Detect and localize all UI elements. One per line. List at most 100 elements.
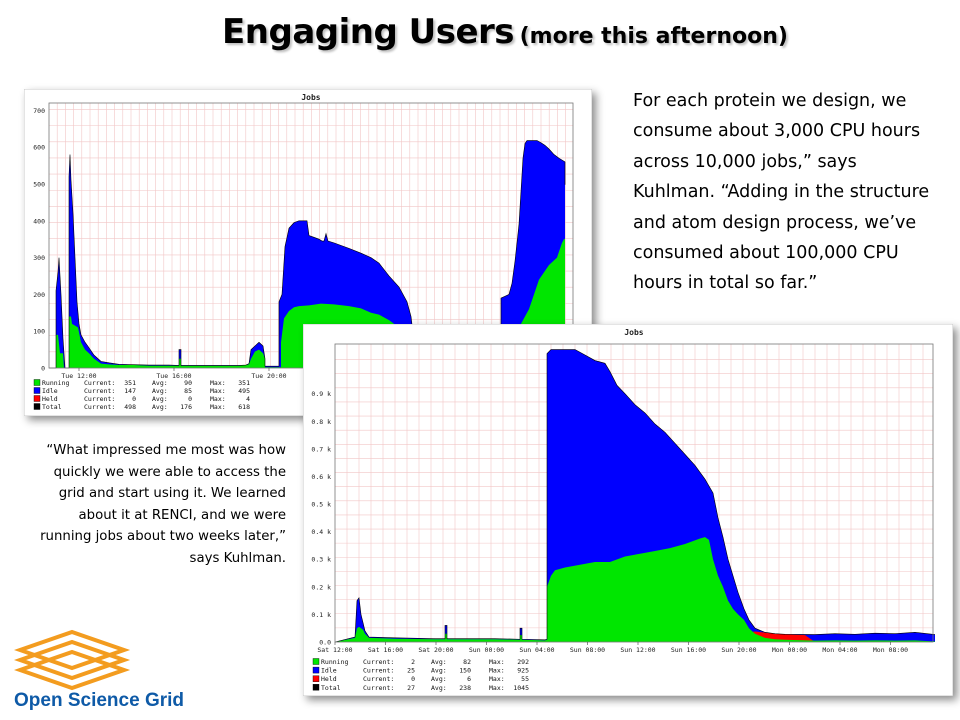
legend-value: 0 xyxy=(132,395,136,403)
osg-logo-text: Open Science Grid xyxy=(14,690,184,711)
slide-title-suffix: (more this afternoon) xyxy=(519,24,788,49)
legend-label: Current: xyxy=(363,684,394,692)
legend-swatch xyxy=(33,403,41,410)
x-tick-label: Sun 12:00 xyxy=(620,646,655,654)
x-tick-label: Mon 04:00 xyxy=(822,646,857,654)
legend-label: Max: xyxy=(210,387,226,395)
legend-label: Current: xyxy=(84,379,115,387)
legend-label: Current: xyxy=(84,403,115,411)
y-tick-label: 300 xyxy=(33,254,45,262)
legend-label: Avg: xyxy=(431,667,447,675)
legend-label: Current: xyxy=(84,395,115,403)
legend-value: 176 xyxy=(180,403,192,411)
legend-value: 2 xyxy=(411,658,415,666)
legend-value: 498 xyxy=(124,403,136,411)
legend-label: Avg: xyxy=(152,403,168,411)
legend-value: 82 xyxy=(463,658,471,666)
y-tick-label: 0.8 k xyxy=(311,418,331,426)
legend-value: 292 xyxy=(517,658,529,666)
y-tick-label: 200 xyxy=(33,291,45,299)
legend-value: 925 xyxy=(517,667,529,675)
x-tick-label: Sun 16:00 xyxy=(671,646,706,654)
y-tick-label: 0.4 k xyxy=(311,528,331,536)
x-tick-label: Mon 08:00 xyxy=(873,646,908,654)
legend-label: Max: xyxy=(489,684,505,692)
x-tick-label: Sat 16:00 xyxy=(368,646,403,654)
osg-logo-mark-icon: Open Science Grid xyxy=(14,629,184,711)
legend-value: 147 xyxy=(124,387,136,395)
legend-swatch xyxy=(312,666,320,674)
legend-value: 238 xyxy=(459,684,471,692)
y-tick-label: 700 xyxy=(33,107,45,115)
legend-label: Max: xyxy=(210,379,226,387)
y-tick-label: 100 xyxy=(33,328,45,336)
x-tick-label: Tue 12:00 xyxy=(61,372,96,380)
legend-name: Held xyxy=(42,395,58,403)
series-running-area xyxy=(335,537,935,642)
series-idle-area xyxy=(49,140,565,368)
legend-swatch xyxy=(312,658,320,665)
legend-swatch xyxy=(33,395,41,402)
y-tick-label: 0.9 k xyxy=(311,390,331,398)
legend-value: 351 xyxy=(124,379,136,387)
x-tick-label: Sun 20:00 xyxy=(721,646,756,654)
legend-value: 0 xyxy=(411,675,415,683)
legend-name: Running xyxy=(42,379,69,387)
y-tick-label: 0.6 k xyxy=(311,473,331,481)
legend-value: 351 xyxy=(238,379,250,387)
legend-swatch xyxy=(312,684,320,691)
legend-label: Avg: xyxy=(152,379,168,387)
plot-frame xyxy=(334,343,934,643)
x-tick-label: Sat 20:00 xyxy=(418,646,453,654)
x-tick-label: Mon 00:00 xyxy=(772,646,807,654)
x-tick-label: Tue 16:00 xyxy=(156,372,191,380)
legend-label: Max: xyxy=(489,675,505,683)
legend-name: Running xyxy=(321,658,348,666)
legend-swatch xyxy=(33,379,41,386)
legend-label: Avg: xyxy=(431,658,447,666)
legend-label: Avg: xyxy=(152,387,168,395)
y-tick-label: 0.0 xyxy=(319,639,331,647)
x-tick-label: Sun 00:00 xyxy=(469,646,504,654)
y-tick-label: 0 xyxy=(41,365,45,373)
legend-label: Max: xyxy=(489,658,505,666)
legend-name: Held xyxy=(321,675,337,683)
legend-value: 0 xyxy=(188,395,192,403)
legend-label: Current: xyxy=(363,658,394,666)
legend-label: Max: xyxy=(210,395,226,403)
legend-label: Avg: xyxy=(431,675,447,683)
osg-logo: Open Science Grid xyxy=(14,624,194,714)
legend-label: Avg: xyxy=(431,684,447,692)
slide-title-main: Engaging Users xyxy=(222,12,515,52)
quote-right: For each protein we design, we consume a… xyxy=(633,91,930,294)
legend-name: Idle xyxy=(321,667,337,675)
y-tick-label: 0.5 k xyxy=(311,501,331,509)
legend-name: Total xyxy=(321,684,341,692)
legend-name: Total xyxy=(42,403,62,411)
jobs-chart-2: Jobs 0.0 0.1 k 0.2 k 0.3 k 0.4 k 0.5 k 0.6 k 0.7… xyxy=(303,324,953,696)
legend-name: Idle xyxy=(42,387,58,395)
y-tick-label: 600 xyxy=(33,144,45,152)
y-tick-label: 500 xyxy=(33,180,45,188)
legend-label: Avg: xyxy=(152,395,168,403)
series-total-line xyxy=(334,349,936,643)
series-total-line xyxy=(49,140,566,369)
x-tick-label: Tue 20:00 xyxy=(251,372,286,380)
legend-value: 4 xyxy=(246,395,250,403)
series-idle-area xyxy=(335,349,935,642)
x-tick-label: Sun 04:00 xyxy=(519,646,554,654)
legend-value: 55 xyxy=(521,675,529,683)
slide-title: Engaging Users (more this afternoon) xyxy=(0,12,960,52)
chart-title: Jobs xyxy=(624,328,643,337)
legend-label: Max: xyxy=(489,667,505,675)
y-tick-label: 0.7 k xyxy=(311,445,331,453)
y-tick-label: 400 xyxy=(33,217,45,225)
legend-value: 618 xyxy=(238,403,250,411)
quote-left: “What impressed me most was how quickly … xyxy=(40,443,286,566)
legend-value: 25 xyxy=(407,667,415,675)
legend-swatch xyxy=(33,387,41,394)
y-tick-label: 0.2 k xyxy=(311,583,331,591)
legend-label: Current: xyxy=(363,667,394,675)
legend-value: 90 xyxy=(184,379,192,387)
chart-title: Jobs xyxy=(301,93,320,102)
